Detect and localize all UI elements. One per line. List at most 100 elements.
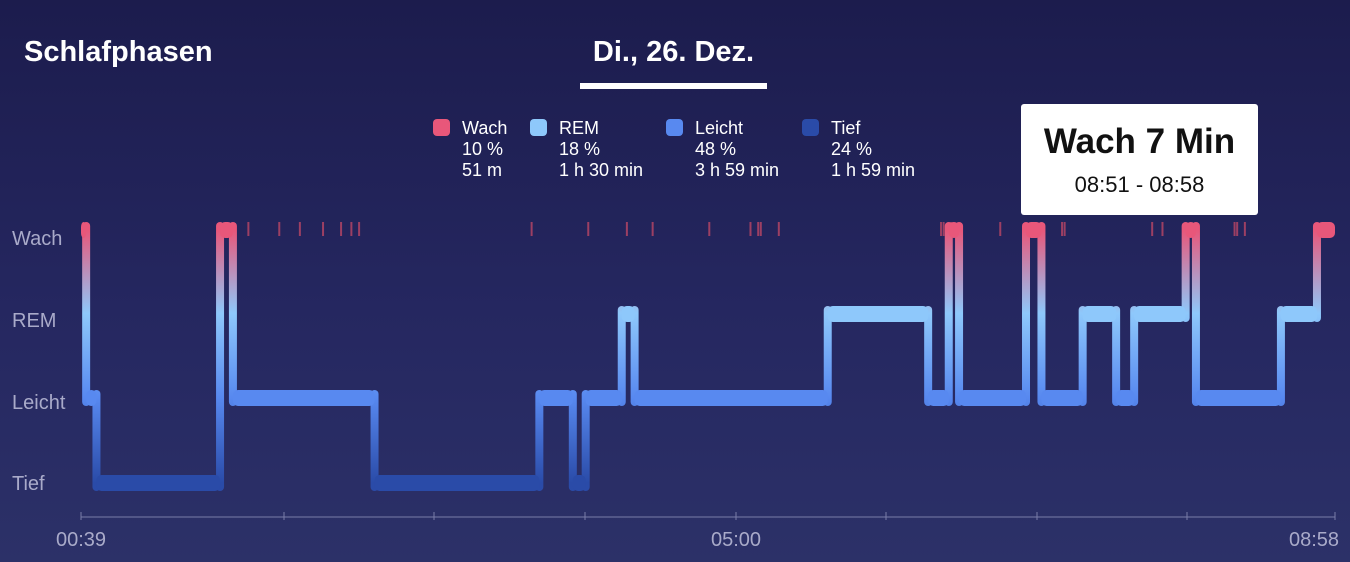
stage-transition: [581, 390, 590, 491]
stage-segment-leicht[interactable]: [1041, 390, 1083, 406]
stage-transition: [617, 306, 626, 406]
brief-wake-marker: [1063, 222, 1066, 236]
stage-segment-rem[interactable]: [827, 306, 929, 322]
stage-segment-rem[interactable]: [1082, 306, 1117, 322]
brief-wake-marker: [625, 222, 628, 236]
page-title: Schlafphasen: [24, 36, 213, 68]
y-label-leicht: Leicht: [12, 392, 66, 414]
stage-transition: [535, 390, 544, 491]
brief-wake-marker: [759, 222, 762, 236]
stage-segment-wach[interactable]: [81, 222, 87, 238]
legend-item-leicht: Leicht 48 % 3 h 59 min: [666, 118, 780, 181]
stage-transition: [216, 222, 225, 491]
y-label-wach: Wach: [12, 228, 62, 250]
brief-wake-marker: [999, 222, 1002, 236]
stage-transition: [92, 390, 101, 491]
stage-segment-wach[interactable]: [948, 222, 960, 238]
stage-segment-leicht[interactable]: [634, 390, 828, 406]
legend-item-wach: Wach 10 % 51 m: [433, 118, 508, 181]
stage-segment-rem[interactable]: [1134, 306, 1186, 322]
stage-transition: [228, 222, 237, 406]
stage-segment-leicht[interactable]: [86, 390, 97, 406]
brief-wake-markers: [247, 222, 1246, 236]
stage-segment-leicht[interactable]: [1195, 390, 1281, 406]
stage-transition: [630, 306, 639, 406]
stage-segment-tief[interactable]: [572, 475, 586, 491]
stage-transition: [1022, 222, 1031, 406]
x-tick-label-start: 00:39: [56, 529, 106, 551]
stage-segment-leicht[interactable]: [1116, 390, 1135, 406]
legend-label: REM: [559, 118, 599, 138]
stage-segment-wach[interactable]: [1316, 222, 1335, 238]
stage-transition: [568, 390, 577, 491]
brief-wake-marker: [322, 222, 325, 236]
stage-segment-leicht[interactable]: [232, 390, 375, 406]
brief-wake-marker: [1236, 222, 1239, 236]
stage-segment-tief[interactable]: [96, 475, 221, 491]
brief-wake-marker: [358, 222, 361, 236]
legend-duration: 1 h 59 min: [831, 160, 916, 180]
stage-transition: [944, 222, 953, 406]
legend-swatch-wach: [433, 119, 450, 136]
brief-wake-marker: [777, 222, 780, 236]
legend-item-tief: Tief 24 % 1 h 59 min: [802, 118, 916, 181]
brief-wake-marker: [350, 222, 353, 236]
y-axis-labels: Wach REM Leicht Tief: [12, 228, 66, 495]
legend-swatch-rem: [530, 119, 547, 136]
legend-percent: 10 %: [462, 139, 504, 159]
brief-wake-marker: [1161, 222, 1164, 236]
stage-segment-leicht[interactable]: [928, 390, 949, 406]
stage-transition: [1191, 222, 1200, 406]
y-label-rem: REM: [12, 310, 56, 332]
stage-segments: [81, 222, 1335, 491]
x-tick-label-end: 08:58: [1289, 529, 1339, 551]
stage-transition: [1130, 306, 1139, 406]
legend-label: Tief: [831, 118, 861, 138]
stage-transition: [1112, 306, 1121, 406]
legend-swatch-leicht: [666, 119, 683, 136]
date-underline: [580, 83, 767, 89]
brief-wake-marker: [651, 222, 654, 236]
stage-transition: [1312, 222, 1321, 322]
brief-wake-marker: [1243, 222, 1246, 236]
stage-segment-wach[interactable]: [1185, 222, 1196, 238]
legend-label: Wach: [462, 118, 508, 138]
brief-wake-marker: [278, 222, 281, 236]
stage-segment-rem[interactable]: [621, 306, 635, 322]
stage-segment-leicht[interactable]: [959, 390, 1027, 406]
legend-item-rem: REM 18 % 1 h 30 min: [530, 118, 644, 181]
legend-duration: 1 h 30 min: [559, 160, 644, 180]
stage-segment-leicht[interactable]: [539, 390, 573, 406]
brief-wake-marker: [1061, 222, 1064, 236]
brief-wake-marker: [530, 222, 533, 236]
x-tick-label-mid: 05:00: [711, 529, 761, 551]
brief-wake-marker: [1233, 222, 1236, 236]
x-axis-ticks: [80, 512, 1336, 520]
stage-transition: [1181, 222, 1190, 322]
stage-segment-wach[interactable]: [1026, 222, 1042, 238]
stage-transition: [82, 222, 91, 406]
brief-wake-marker: [749, 222, 752, 236]
brief-wake-marker: [247, 222, 250, 236]
legend-swatch-tief: [802, 119, 819, 136]
brief-wake-marker: [757, 222, 760, 236]
selected-segment-tooltip: Wach 7 Min 08:51 - 08:58: [1021, 104, 1258, 215]
stage-segment-wach[interactable]: [220, 222, 233, 238]
legend-duration: 3 h 59 min: [695, 160, 780, 180]
brief-wake-marker: [298, 222, 301, 236]
brief-wake-marker: [340, 222, 343, 236]
stage-transition: [924, 306, 933, 406]
stage-segment-tief[interactable]: [374, 475, 540, 491]
stage-segment-rem[interactable]: [1280, 306, 1317, 322]
stage-transition: [1037, 222, 1046, 406]
tooltip-time-range: 08:51 - 08:58: [1074, 172, 1205, 197]
brief-wake-marker: [942, 222, 945, 236]
stage-transitions: [82, 222, 1321, 491]
stage-segment-leicht[interactable]: [585, 390, 622, 406]
brief-wake-marker: [940, 222, 943, 236]
stage-transition: [955, 222, 964, 406]
date-selector[interactable]: Di., 26. Dez.: [592, 36, 755, 68]
brief-wake-marker: [587, 222, 590, 236]
stage-transition: [1078, 306, 1087, 406]
